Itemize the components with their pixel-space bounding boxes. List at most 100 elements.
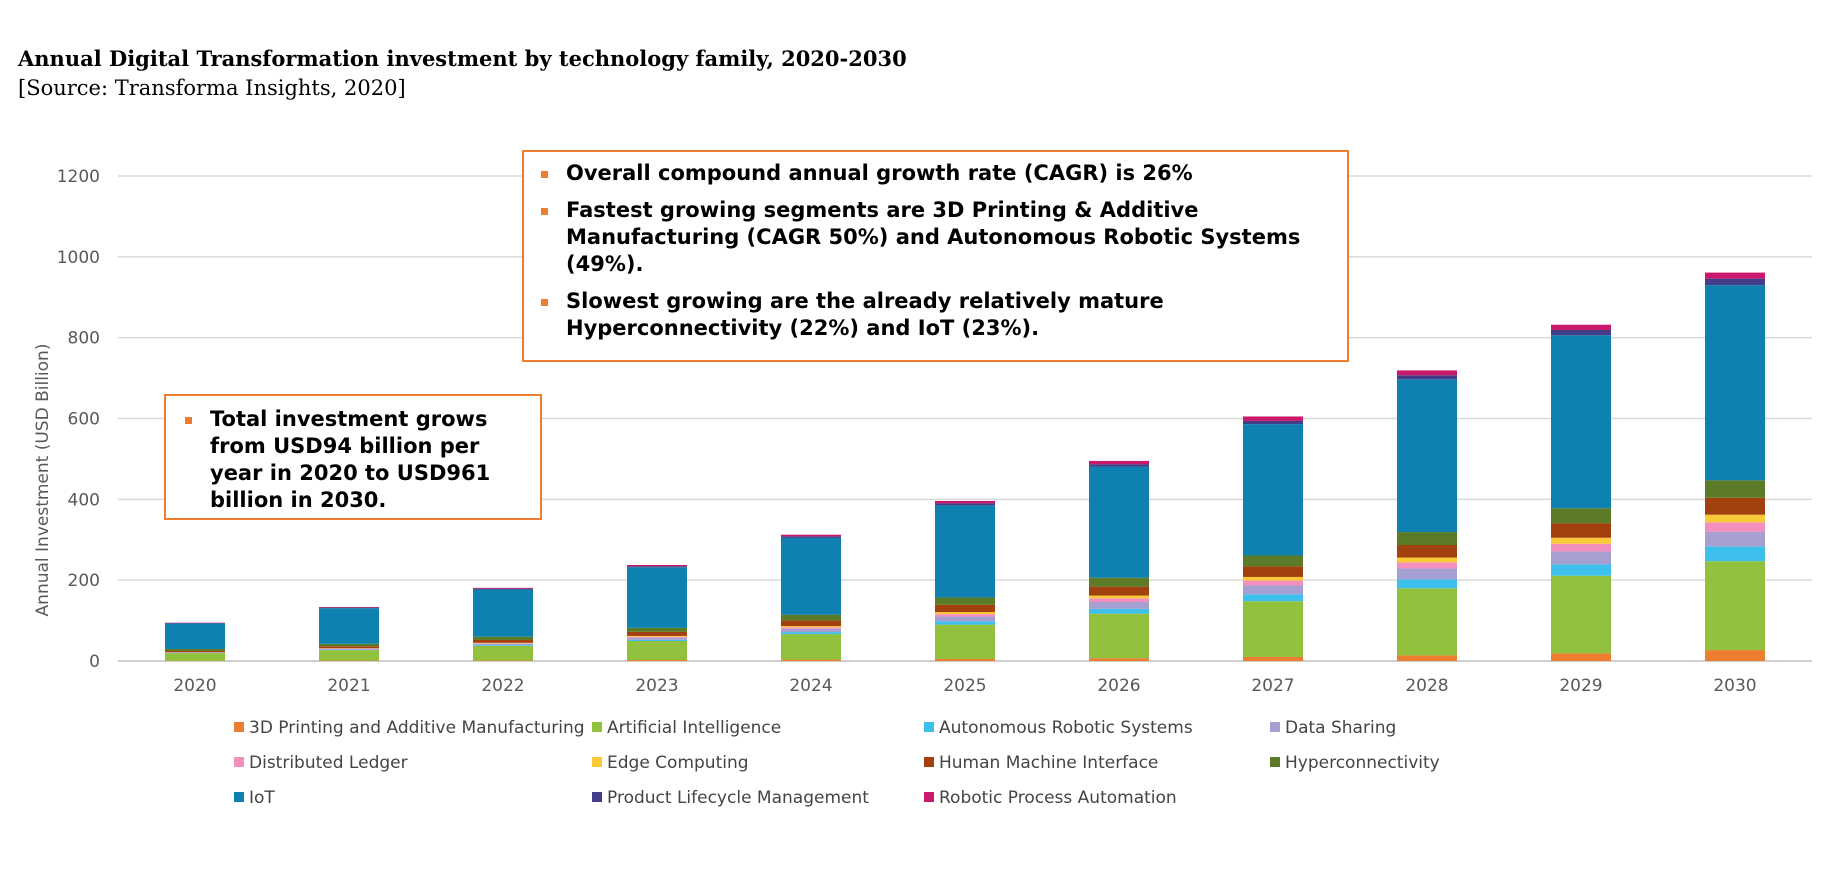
- legend-item: Human Machine Interface: [924, 753, 1158, 773]
- callout-bullet: Fastest growing segments are 3D Printing…: [541, 197, 1327, 278]
- bar-segment: [1551, 653, 1611, 661]
- bar-segment: [473, 645, 533, 661]
- bar-segment: [1705, 531, 1765, 547]
- bar-segment: [1705, 546, 1765, 562]
- bar-segment: [1551, 329, 1611, 336]
- bar-segment: [1551, 324, 1611, 330]
- legend-swatch: [592, 757, 602, 767]
- bar-segment: [935, 658, 995, 661]
- legend-swatch: [924, 792, 934, 802]
- legend-swatch: [1270, 722, 1280, 732]
- bar-segment: [1089, 577, 1149, 587]
- bar-segment: [1551, 575, 1611, 654]
- bar-segment: [1243, 416, 1303, 421]
- x-tick-label: 2029: [1559, 676, 1602, 696]
- bar-segment: [1089, 608, 1149, 614]
- bar-segment: [1397, 379, 1457, 533]
- bar-segment: [1705, 522, 1765, 532]
- bar-segment: [473, 588, 533, 590]
- bar-segment: [1397, 557, 1457, 563]
- total-investment-callout-box: Total investment grows from USD94 billio…: [164, 394, 542, 520]
- bar-segment: [165, 623, 225, 649]
- legend-swatch: [924, 722, 934, 732]
- bar-segment: [1243, 576, 1303, 581]
- callout-bullet: Slowest growing are the already relative…: [541, 288, 1327, 342]
- bar-segment: [1089, 460, 1149, 465]
- legend-label: IoT: [249, 788, 275, 808]
- bar-segment: [319, 607, 379, 609]
- bar-segment: [319, 643, 379, 647]
- bar-segment: [1243, 594, 1303, 602]
- bar-segment: [319, 608, 379, 644]
- bar-segment: [1705, 278, 1765, 286]
- y-tick-label: 1000: [57, 248, 100, 268]
- bar-segment: [319, 650, 379, 661]
- bar-segment: [781, 537, 841, 615]
- bar-segment: [473, 645, 533, 646]
- bar-segment: [1551, 508, 1611, 524]
- bar-segment: [935, 505, 995, 598]
- legend-item: 3D Printing and Additive Manufacturing: [234, 718, 585, 738]
- legend-label: Data Sharing: [1285, 718, 1397, 738]
- bar-segment: [781, 534, 841, 537]
- x-tick-label: 2026: [1097, 676, 1140, 696]
- bar-segment: [1705, 514, 1765, 523]
- bar-segment: [781, 626, 841, 628]
- x-tick-label: 2025: [943, 676, 986, 696]
- callout-text: Slowest growing are the already relative…: [566, 289, 1164, 340]
- bar-segment: [1243, 656, 1303, 661]
- legend-label: Robotic Process Automation: [939, 788, 1177, 808]
- legend-item: Distributed Ledger: [234, 753, 408, 773]
- bar-segment: [935, 597, 995, 605]
- bar-segment: [1397, 545, 1457, 558]
- bar-segment: [1089, 613, 1149, 659]
- legend-item: Data Sharing: [1270, 718, 1396, 738]
- bar-segment: [1089, 598, 1149, 602]
- bar-segment: [1705, 285, 1765, 481]
- legend-label: Hyperconnectivity: [1285, 753, 1440, 773]
- bar-segment: [1705, 561, 1765, 651]
- bar-segment: [627, 635, 687, 637]
- legend-label: 3D Printing and Additive Manufacturing: [249, 718, 585, 738]
- bar-segment: [473, 589, 533, 637]
- x-tick-label: 2021: [327, 676, 370, 696]
- bar-segment: [935, 621, 995, 625]
- legend-label: Product Lifecycle Management: [607, 788, 869, 808]
- bar-segment: [1551, 564, 1611, 576]
- bar-segment: [1397, 568, 1457, 580]
- legend-swatch: [924, 757, 934, 767]
- bar-segment: [473, 643, 533, 644]
- growth-callout-box: Overall compound annual growth rate (CAG…: [522, 150, 1349, 362]
- bar-segment: [1705, 272, 1765, 279]
- legend-item: Edge Computing: [592, 753, 749, 773]
- bar-segment: [935, 500, 995, 504]
- bar-segment: [1397, 532, 1457, 546]
- x-tick-label: 2022: [481, 676, 524, 696]
- legend-item: Artificial Intelligence: [592, 718, 781, 738]
- bar-segment: [627, 659, 687, 661]
- bar-segment: [1243, 555, 1303, 567]
- bar-segment: [1243, 580, 1303, 586]
- legend-label: Distributed Ledger: [249, 753, 408, 773]
- bar-segment: [1089, 586, 1149, 596]
- legend-swatch: [234, 792, 244, 802]
- bar-segment: [1397, 588, 1457, 656]
- bar-segment: [935, 614, 995, 617]
- bar-segment: [1705, 650, 1765, 661]
- bar-segment: [781, 659, 841, 661]
- callout-bullet: Total investment grows from USD94 billio…: [185, 406, 524, 514]
- bar-segment: [1551, 543, 1611, 552]
- bar-segment: [781, 614, 841, 621]
- bar-segment: [1551, 335, 1611, 509]
- bar-segment: [781, 632, 841, 635]
- bar-segment: [781, 627, 841, 629]
- bar-segment: [473, 587, 533, 589]
- callout-text: Overall compound annual growth rate (CAG…: [566, 161, 1193, 185]
- legend-swatch: [234, 722, 244, 732]
- bar-segment: [319, 648, 379, 650]
- bar-segment: [935, 612, 995, 615]
- bar-segment: [1089, 466, 1149, 578]
- bar-segment: [473, 660, 533, 661]
- bar-segment: [935, 503, 995, 506]
- bar-segment: [627, 566, 687, 568]
